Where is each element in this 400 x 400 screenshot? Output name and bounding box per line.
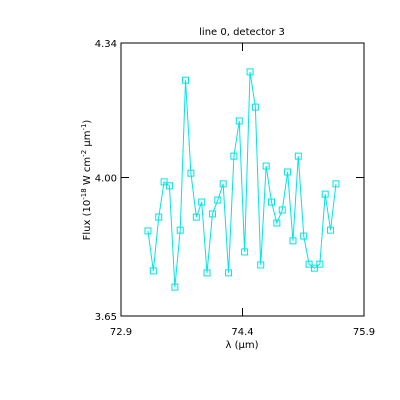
data-marker [316, 260, 324, 268]
data-marker [230, 152, 238, 160]
data-marker [155, 213, 163, 221]
y-tick-label: 4.34 [95, 39, 117, 50]
data-marker [310, 264, 318, 272]
data-marker [284, 168, 292, 176]
data-marker [251, 103, 259, 111]
y-axis-label-part: -2 [80, 150, 88, 157]
data-marker [327, 226, 335, 234]
y-axis-label-part: -1 [80, 124, 88, 131]
data-marker [160, 178, 168, 186]
data-marker [262, 162, 270, 170]
data-marker [182, 76, 190, 84]
data-marker [192, 213, 200, 221]
data-marker [187, 169, 195, 177]
data-marker [144, 227, 152, 235]
data-marker [203, 269, 211, 277]
data-marker [208, 210, 216, 218]
y-tick-label: 4.00 [95, 174, 117, 185]
data-marker [332, 180, 340, 188]
data-marker [273, 219, 281, 227]
y-axis-label: Flux (10-18 W cm-2 μm-1) [80, 120, 93, 241]
data-marker [246, 68, 254, 76]
data-marker [219, 180, 227, 188]
data-marker [176, 226, 184, 234]
x-tick-label: 72.9 [110, 327, 132, 338]
y-axis-label-part: μm [82, 131, 93, 150]
data-marker [267, 198, 275, 206]
data-marker [149, 267, 157, 275]
data-marker [321, 190, 329, 198]
data-marker [305, 260, 313, 268]
data-marker [225, 269, 233, 277]
y-axis-label-part: ) [82, 120, 93, 124]
data-marker [294, 152, 302, 160]
data-marker [235, 117, 243, 125]
x-tick-label: 74.4 [231, 327, 253, 338]
chart-title: line 0, detector 3 [199, 27, 285, 38]
data-marker [241, 248, 249, 256]
y-tick-label: 3.65 [95, 312, 117, 323]
data-marker [289, 237, 297, 245]
x-axis-label: λ (μm) [225, 340, 258, 351]
data-marker [278, 206, 286, 214]
data-marker [257, 261, 265, 269]
data-marker [171, 283, 179, 291]
data-marker [198, 198, 206, 206]
data-marker [300, 232, 308, 240]
data-line [147, 71, 337, 288]
x-tick-label: 75.9 [353, 327, 375, 338]
data-marker [214, 196, 222, 204]
data-marker [165, 182, 173, 190]
y-axis-label-part: Flux (10 [82, 200, 93, 241]
y-axis-label-part: -18 [80, 188, 88, 199]
y-axis-label-part: W cm [82, 157, 93, 188]
